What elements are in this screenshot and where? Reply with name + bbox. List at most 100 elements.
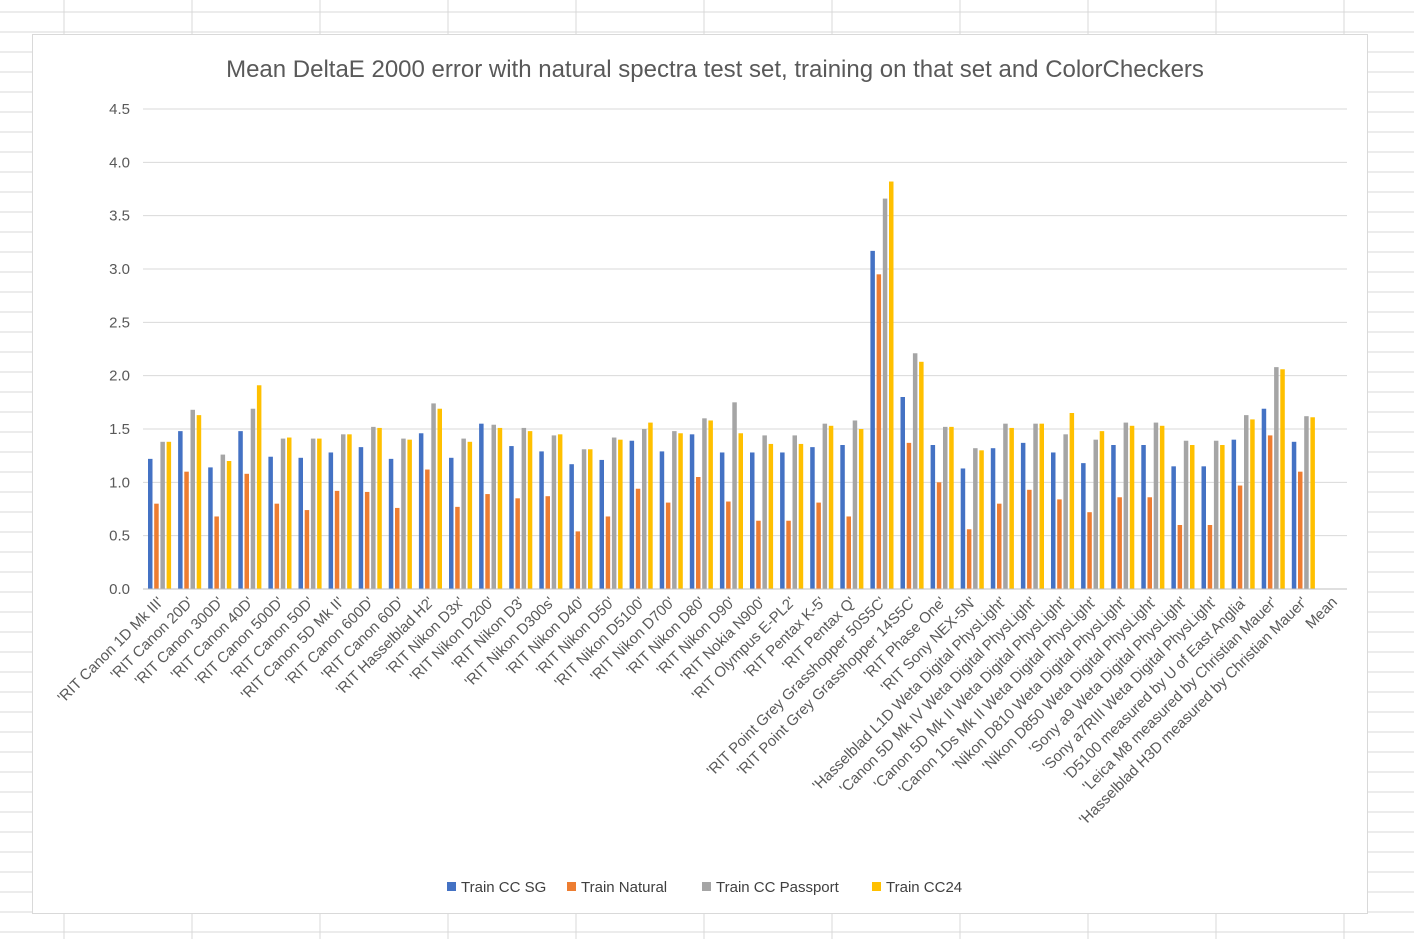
y-tick-label: 3.0 (109, 261, 130, 278)
bar (1033, 423, 1038, 589)
bar (1009, 427, 1014, 589)
bar (220, 454, 226, 589)
bar (1261, 408, 1267, 589)
bar (1280, 369, 1285, 589)
bar (256, 385, 262, 589)
bar (545, 496, 550, 589)
legend: Train CC SG Train Natural Train CC Passpor… (447, 879, 962, 896)
bar (184, 471, 189, 589)
bar (1099, 431, 1105, 589)
bar (280, 438, 286, 589)
bar (792, 435, 797, 589)
bar (1129, 425, 1135, 589)
y-tick-label: 1.5 (109, 421, 130, 438)
bar (973, 448, 978, 589)
bar (762, 435, 767, 589)
bar (906, 442, 912, 589)
bar (708, 420, 713, 589)
legend-label: Train CC24 (886, 879, 962, 896)
bar (858, 429, 864, 589)
bar (569, 464, 574, 589)
chart-svg: Mean DeltaE 2000 error with natural spec… (54, 56, 1347, 896)
bar (268, 456, 273, 589)
bar (425, 469, 430, 589)
bar (1027, 489, 1032, 589)
legend-label: Train CC SG (461, 879, 546, 896)
bar (527, 431, 533, 589)
bar (966, 529, 972, 589)
bar (154, 503, 159, 589)
bar (912, 353, 918, 589)
bar (274, 503, 280, 589)
bar (1183, 440, 1189, 589)
bar (618, 439, 623, 589)
bar (178, 431, 183, 589)
bar (900, 397, 905, 589)
bar (840, 445, 845, 589)
bar (250, 408, 256, 589)
bar (287, 437, 292, 589)
x-axis-tick-labels: 'RIT Canon 1D Mk III''RIT Canon 20D''RIT… (54, 594, 1340, 829)
bar (388, 458, 394, 589)
bar (1093, 439, 1098, 589)
bar (719, 452, 725, 589)
bar (635, 488, 641, 589)
bar (491, 424, 496, 589)
bar (1087, 512, 1092, 589)
bar (1250, 419, 1255, 589)
bar (726, 501, 731, 589)
bar (1267, 435, 1273, 589)
bar (756, 520, 761, 589)
bar (732, 402, 737, 589)
bar (876, 274, 882, 589)
bar (936, 482, 942, 589)
bar (786, 520, 791, 589)
bar (1201, 466, 1206, 589)
bar (395, 507, 400, 589)
bar (828, 425, 834, 589)
bar (575, 531, 581, 589)
bar (1063, 434, 1068, 589)
bar (629, 440, 635, 589)
bar (1057, 499, 1062, 589)
bar (648, 422, 653, 589)
legend-swatch (872, 882, 881, 891)
bar (1051, 452, 1056, 589)
bar (1190, 445, 1195, 589)
bar (979, 450, 984, 589)
bar (317, 438, 322, 589)
bar (515, 498, 520, 589)
bar (599, 459, 604, 589)
bar (1020, 442, 1026, 589)
bar (371, 426, 376, 589)
bar (1123, 422, 1129, 589)
bar (190, 409, 195, 589)
bar (997, 503, 1002, 589)
bar (407, 439, 412, 589)
y-tick-label: 2.0 (109, 368, 130, 385)
legend-swatch (567, 882, 576, 891)
bar (479, 423, 484, 589)
bar (208, 467, 213, 589)
bar (148, 458, 153, 589)
chart-area[interactable]: Mean DeltaE 2000 error with natural spec… (32, 34, 1368, 914)
bar (347, 434, 352, 589)
bar (1111, 445, 1116, 589)
y-tick-label: 4.5 (109, 101, 130, 118)
bar (689, 434, 695, 589)
legend-swatch (702, 882, 711, 891)
bar (226, 461, 232, 589)
bar (822, 423, 828, 589)
bar (455, 506, 460, 589)
bar (358, 447, 364, 589)
bar (672, 431, 677, 589)
bar (588, 449, 593, 589)
bar (328, 452, 334, 589)
bars (148, 181, 1315, 589)
bar (810, 447, 815, 589)
bar (696, 477, 701, 589)
bar (1003, 423, 1008, 589)
bar (509, 446, 514, 589)
bar (461, 438, 466, 589)
bar (605, 516, 611, 589)
